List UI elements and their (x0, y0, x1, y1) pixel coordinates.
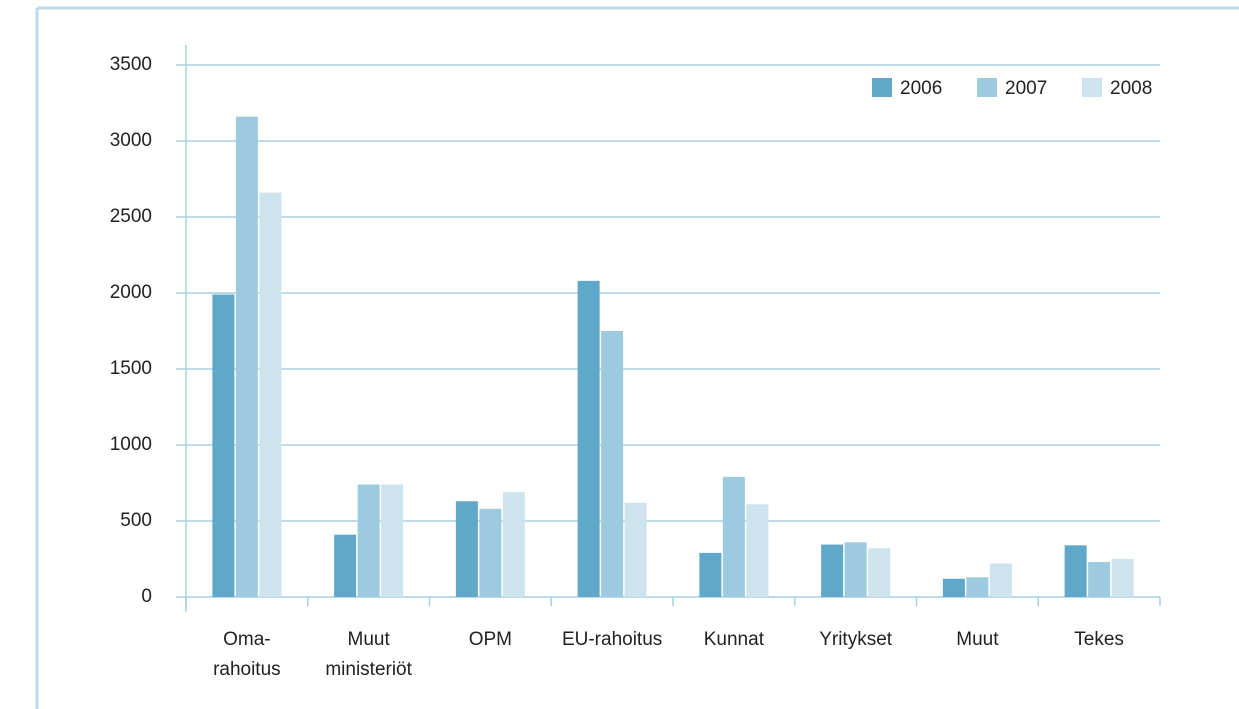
bar (821, 544, 844, 597)
x-tick-label-line: OPM (469, 629, 512, 650)
x-tick-label-line: Tekes (1074, 629, 1124, 650)
bar (502, 492, 525, 597)
bar (942, 578, 965, 597)
bar (966, 577, 989, 597)
legend-label: 2006 (900, 78, 942, 99)
x-tick-label-line: Oma- (223, 629, 271, 650)
x-tick-label-line: Kunnat (704, 629, 765, 650)
bar (479, 508, 502, 597)
bar (746, 504, 769, 597)
bar (334, 534, 357, 597)
x-tick-label-line: Yritykset (819, 629, 893, 650)
bar (601, 331, 624, 597)
bar (722, 476, 745, 597)
y-tick-label: 3000 (110, 130, 152, 151)
bar (844, 542, 867, 597)
bar (1088, 562, 1111, 597)
bar (455, 501, 478, 597)
legend-swatch (872, 78, 892, 97)
x-tick-label-line: Muut (956, 629, 999, 650)
y-tick-label: 1000 (110, 434, 152, 455)
legend-label: 2008 (1110, 78, 1152, 99)
x-tick-label: Oma-rahoitus (213, 629, 281, 680)
x-tick-label-line: rahoitus (213, 659, 281, 680)
x-tick-label-line: EU-rahoitus (562, 629, 662, 650)
x-tick-label-line: Muut (348, 629, 391, 650)
bar (212, 294, 235, 597)
y-tick-label: 1500 (110, 358, 152, 379)
bar (357, 484, 380, 597)
y-tick-label: 3500 (110, 54, 152, 75)
bar (259, 192, 282, 597)
x-tick-label: Tekes (1074, 629, 1124, 650)
y-tick-label: 0 (141, 586, 152, 607)
x-tick-label: Muut (956, 629, 999, 650)
bar (1111, 559, 1134, 597)
bar (699, 552, 722, 597)
bar (577, 280, 600, 597)
x-tick-label-line: ministeriöt (325, 659, 412, 680)
bar (381, 484, 404, 597)
bar (1064, 545, 1087, 597)
bar (235, 116, 258, 598)
x-tick-label: Yritykset (819, 629, 893, 650)
y-tick-label: 2500 (110, 206, 152, 227)
y-tick-label: 500 (120, 510, 152, 531)
legend-label: 2007 (1005, 78, 1047, 99)
bar (989, 563, 1012, 597)
x-tick-label: Muut ministeriöt (325, 629, 412, 680)
y-tick-label: 2000 (110, 282, 152, 303)
legend-swatch (977, 78, 997, 97)
x-tick-label: EU-rahoitus (562, 629, 662, 650)
bar (868, 548, 891, 597)
bar (624, 502, 647, 597)
legend-swatch (1082, 78, 1102, 97)
x-tick-label: OPM (469, 629, 512, 650)
x-tick-label: Kunnat (704, 629, 765, 650)
